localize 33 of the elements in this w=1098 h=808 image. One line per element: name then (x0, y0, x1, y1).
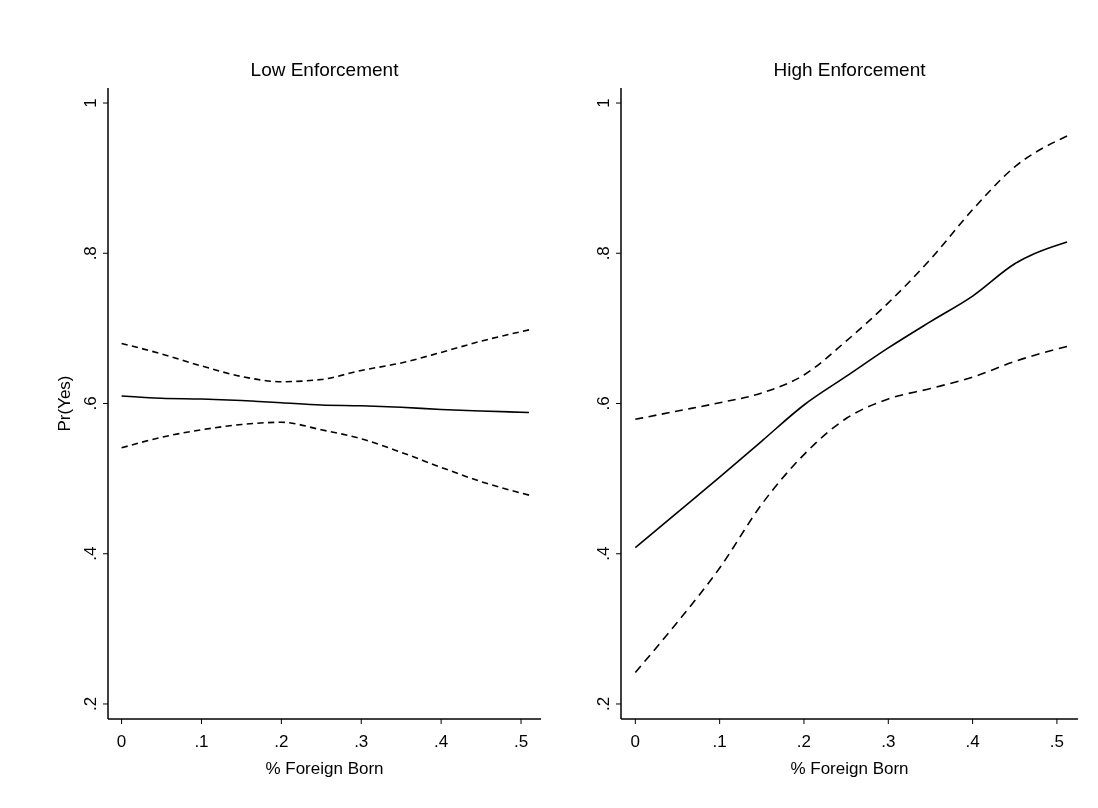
y-tick-label: .4 (594, 546, 613, 561)
chart-title: Low Enforcement (250, 59, 400, 80)
y-axis-title: Pr(Yes) (55, 375, 74, 432)
x-tick-label: .4 (965, 732, 980, 751)
x-tick-label: .2 (796, 732, 812, 751)
y-tick-label: 1 (81, 98, 100, 108)
line-series (120, 329, 530, 383)
y-tick-label: .2 (81, 696, 100, 712)
x-tick-label: .5 (1049, 732, 1065, 751)
x-tick-label: 0 (630, 732, 641, 751)
line-series (634, 135, 1068, 421)
x-tick-label: .1 (712, 732, 727, 751)
x-tick-label: .3 (354, 732, 369, 751)
x-tick-label: .2 (274, 732, 289, 751)
x-tick-label: 0 (116, 732, 127, 751)
x-tick-label: .3 (881, 732, 896, 751)
x-axis-title: % Foreign Born (790, 759, 909, 778)
line-series (634, 345, 1068, 674)
y-tick-label: .6 (594, 396, 613, 411)
x-tick-label: .5 (513, 732, 529, 751)
line-series (120, 421, 530, 496)
y-tick-label: .6 (81, 396, 100, 411)
chart-title: High Enforcement (773, 59, 927, 80)
x-tick-label: .4 (434, 732, 449, 751)
x-tick-label: .1 (194, 732, 209, 751)
y-tick-label: .4 (81, 546, 100, 561)
y-tick-label: .8 (594, 246, 613, 261)
y-tick-label: .2 (594, 696, 613, 712)
line-series (634, 241, 1068, 549)
y-tick-label: 1 (594, 98, 613, 108)
line-series (120, 395, 530, 414)
x-axis-title: % Foreign Born (265, 759, 384, 778)
y-tick-label: .8 (81, 246, 100, 261)
